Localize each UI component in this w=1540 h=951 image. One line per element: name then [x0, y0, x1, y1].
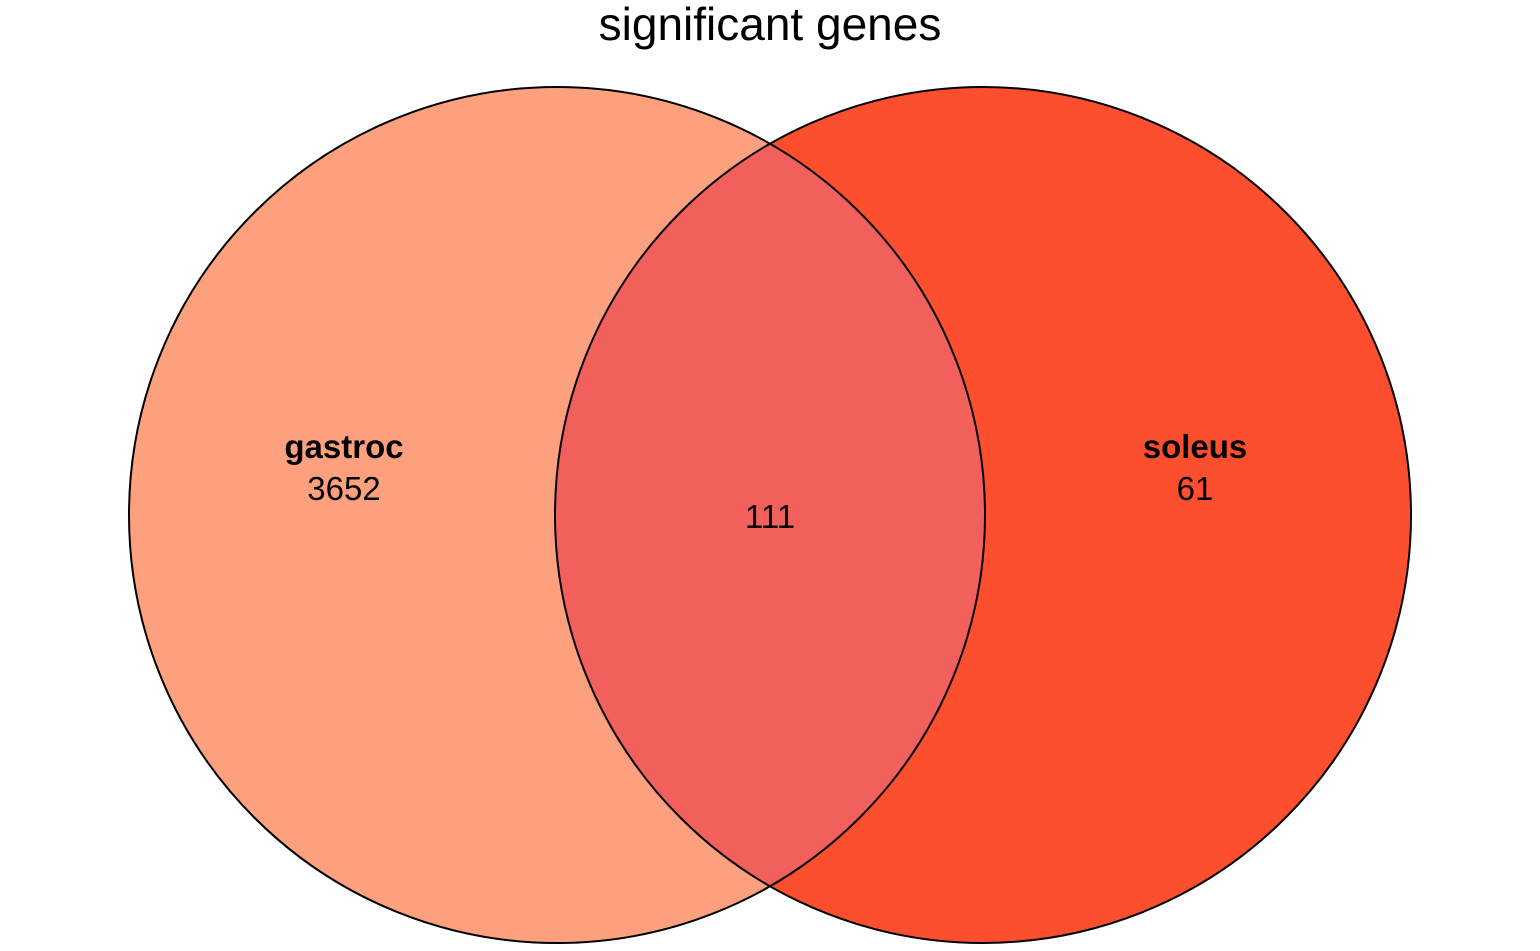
gastroc-label: gastroc	[284, 428, 403, 465]
gastroc-outline	[128, 86, 986, 944]
soleus-only-count: 61	[1177, 470, 1214, 507]
soleus-outline	[554, 86, 1412, 944]
soleus-label: soleus	[1143, 428, 1248, 465]
intersection-region	[555, 87, 985, 943]
gastroc-only-count: 3652	[307, 470, 380, 507]
chart-title: significant genes	[599, 0, 942, 50]
intersection-count: 111	[745, 498, 795, 535]
